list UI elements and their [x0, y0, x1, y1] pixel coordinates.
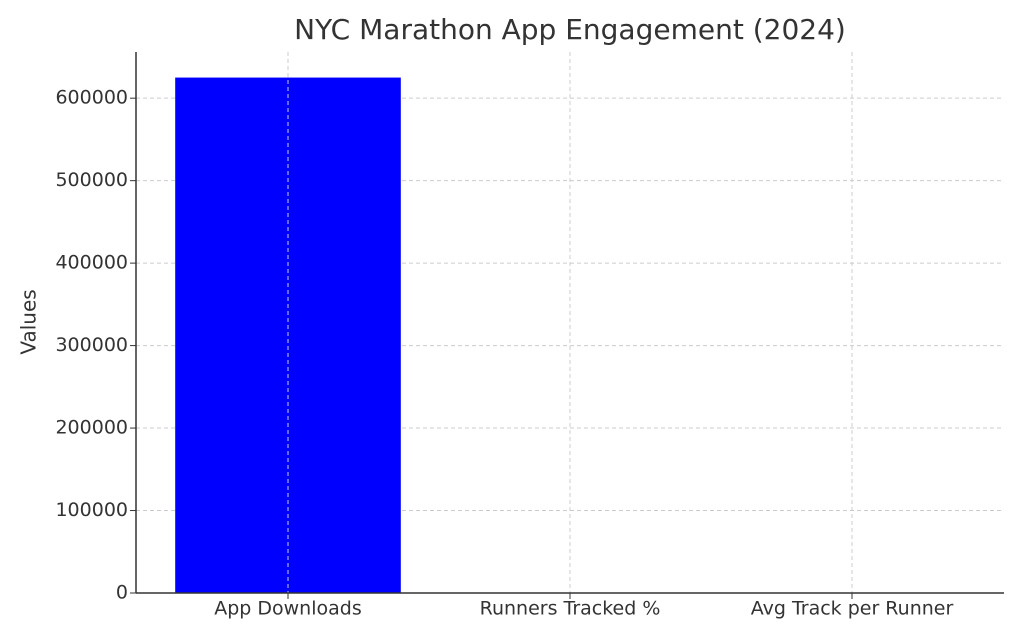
y-tick-label: 0: [116, 582, 128, 604]
y-axis-label: Values: [17, 289, 41, 354]
y-tick-label: 400000: [55, 252, 128, 274]
x-tick-label: Runners Tracked %: [480, 598, 661, 620]
y-tick-label: 100000: [55, 499, 128, 521]
y-tick-label: 200000: [55, 417, 128, 439]
y-tick-label: 600000: [55, 87, 128, 109]
chart-title: NYC Marathon App Engagement (2024): [294, 13, 846, 46]
y-tick-label: 300000: [55, 334, 128, 356]
x-tick-label: App Downloads: [214, 598, 362, 620]
y-tick-label: 500000: [55, 169, 128, 191]
x-tick-label: Avg Track per Runner: [751, 598, 954, 620]
